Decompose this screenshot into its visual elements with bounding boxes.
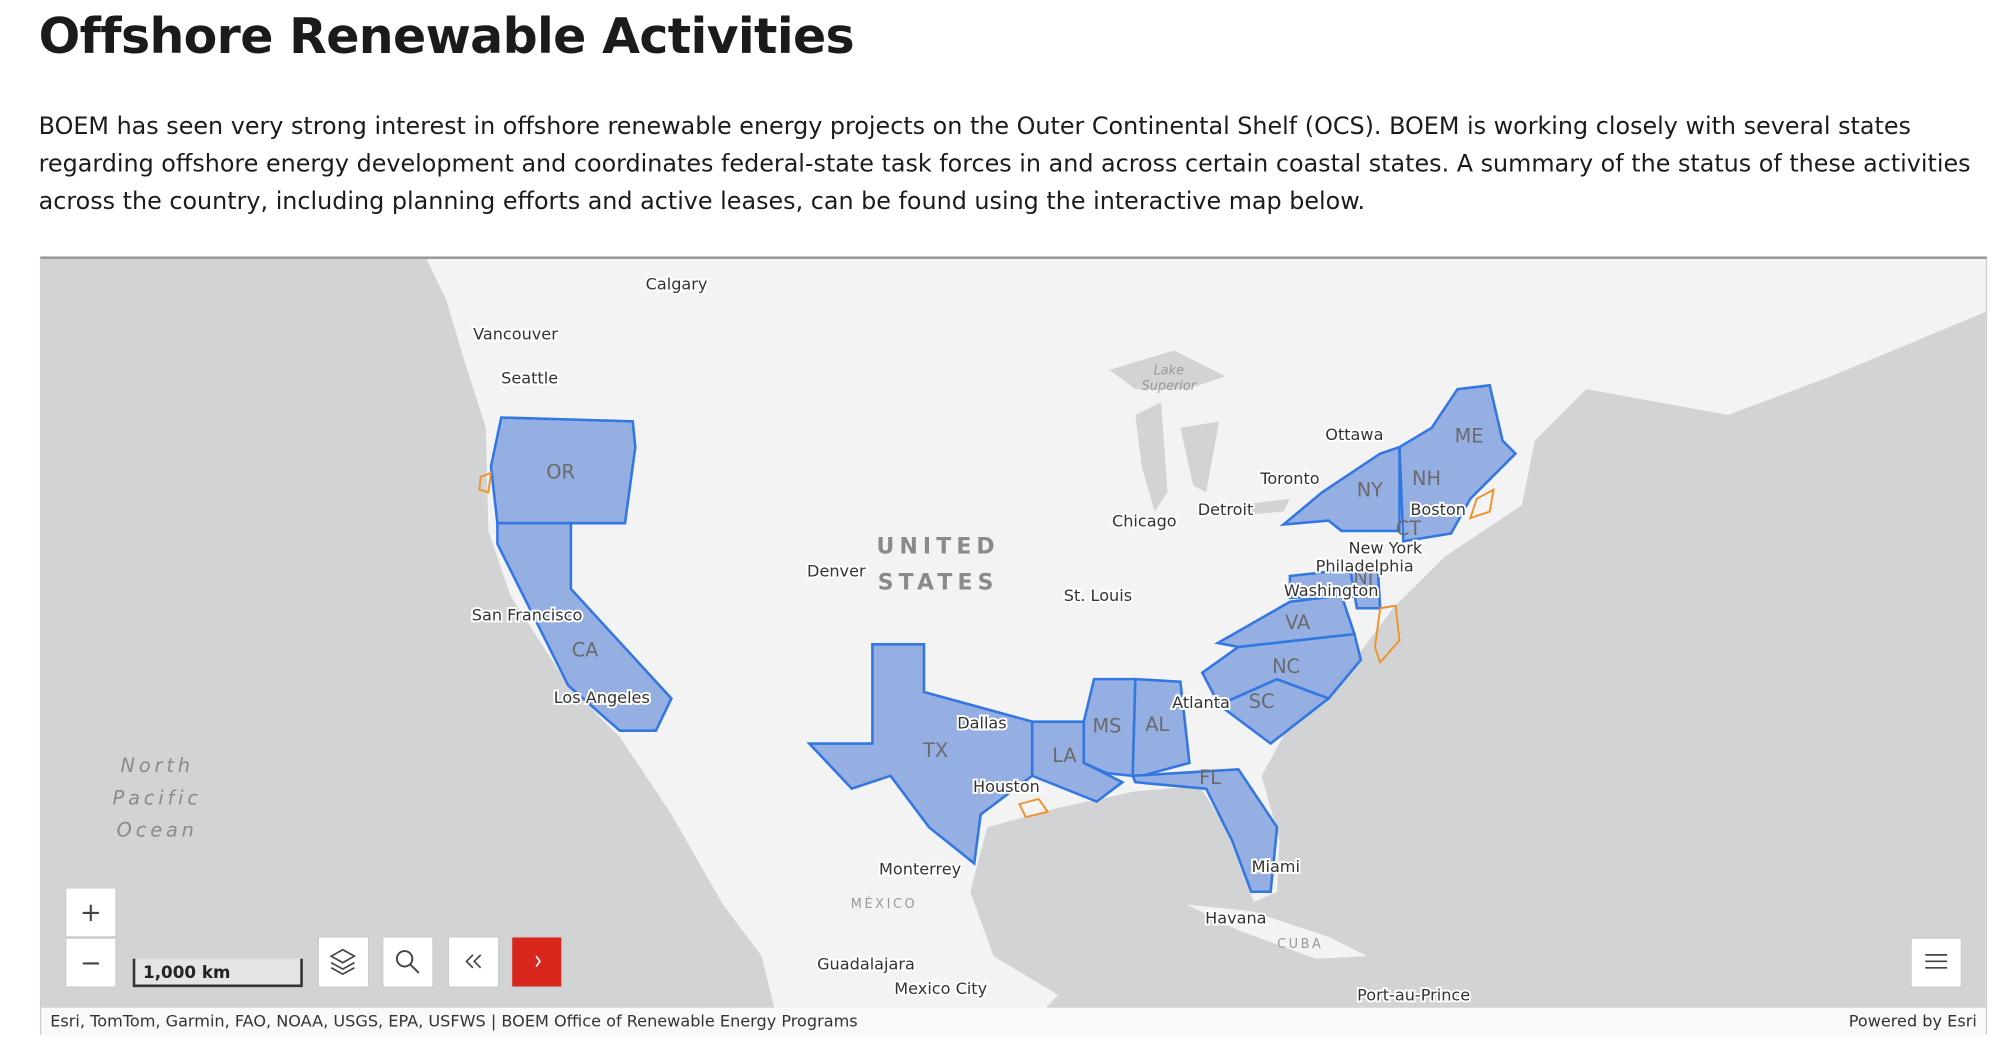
scale-bar-label: 1,000 km [143, 962, 230, 982]
state-label: OR [546, 460, 575, 483]
lease-area [478, 471, 493, 494]
state-label: LA [1052, 744, 1077, 767]
labels: OR CA TX LA MS AL FL SC NC VA NJ NY CT NH ME UNITED STAT… [113, 272, 1484, 1006]
legend-icon [1925, 954, 1948, 969]
state-label: NY [1357, 478, 1383, 501]
region-label: MÉXICO [851, 896, 917, 912]
state-shape[interactable] [1130, 767, 1279, 894]
city-label: Chicago [1112, 511, 1177, 530]
scale-bar-bg [134, 958, 302, 986]
city-label: Miami [1252, 857, 1300, 876]
city-label: Monterrey [879, 859, 962, 878]
land [1186, 904, 1368, 959]
city-label: Calgary [646, 274, 708, 293]
state-shapes [489, 383, 1518, 894]
city-label: St. Louis [1064, 586, 1132, 605]
search-icon [395, 950, 414, 968]
region-label: Lake [1154, 364, 1185, 379]
state-label: NJ [1353, 566, 1373, 589]
country-label: STATES [878, 571, 999, 596]
city-label: Mexico City [894, 979, 987, 998]
ocean-label: Ocean [117, 819, 198, 842]
zoom-out-icon[interactable]: − [80, 948, 102, 978]
lease-areas [478, 471, 1495, 819]
map-canvas[interactable]: OR CA TX LA MS AL FL SC NC VA NJ NY CT NH ME UNITED STAT… [41, 259, 1986, 1035]
zoom-in-icon[interactable]: + [80, 898, 102, 928]
legend-button[interactable] [1910, 937, 1962, 988]
ocean-label: Pacific [113, 786, 202, 809]
state-shape[interactable] [1214, 593, 1357, 649]
expand-button[interactable] [510, 936, 563, 988]
search-icon [409, 963, 420, 974]
collapse-icon [465, 954, 482, 969]
state-shape[interactable] [1131, 677, 1191, 778]
city-label: Houston [973, 777, 1040, 796]
city-label: Detroit [1198, 500, 1254, 519]
state-shape[interactable] [496, 521, 673, 732]
state-label: FL [1199, 766, 1221, 789]
state-label: ME [1455, 424, 1484, 447]
state-label: TX [922, 739, 948, 762]
scale-bar [132, 958, 303, 988]
city-label: Washington [1284, 581, 1379, 600]
city-label: Ottawa [1325, 425, 1383, 444]
city-label: San Francisco [472, 605, 583, 624]
city-label: Philadelphia [1316, 557, 1414, 576]
controls: + − 1,000 km [65, 887, 1962, 988]
city-label: New York [1348, 538, 1422, 557]
ocean-label: North [121, 754, 194, 777]
great-lakes [1109, 350, 1290, 516]
lease-area [1374, 604, 1401, 665]
powered-by[interactable]: Powered by Esri [1849, 1011, 1977, 1030]
state-label: VA [1285, 611, 1311, 634]
layers-icon [329, 948, 357, 976]
land [426, 259, 1986, 1010]
state-label: NH [1412, 467, 1441, 490]
state-shape[interactable] [489, 416, 637, 525]
state-label: NC [1272, 655, 1300, 678]
lease-area [1017, 797, 1050, 819]
map[interactable]: OR CA TX LA MS AL FL SC NC VA NJ NY CT NH ME UNITED STAT… [39, 256, 1988, 1035]
page-title: Offshore Renewable Activities [38, 7, 855, 65]
city-label: Guadalajara [817, 955, 915, 974]
city-label: Vancouver [473, 325, 558, 344]
city-label: Dallas [957, 714, 1006, 733]
collapse-button[interactable] [447, 936, 500, 988]
attribution-bar [41, 1007, 1986, 1035]
attribution: Esri, TomTom, Garmin, FAO, NOAA, USGS, E… [50, 1011, 857, 1030]
state-shape[interactable] [1398, 383, 1518, 543]
region-label: Superior [1142, 379, 1197, 394]
search-button[interactable] [382, 936, 434, 988]
state-label: CT [1396, 517, 1421, 540]
state-label: CA [572, 638, 599, 661]
city-label: Seattle [501, 368, 558, 387]
expand-icon [535, 955, 541, 967]
country-label: UNITED [877, 535, 1000, 560]
city-label: Havana [1205, 908, 1266, 927]
lease-area [1468, 487, 1495, 520]
zoom-in-button[interactable] [65, 887, 117, 938]
city-label: Port-au-Prince [1357, 986, 1470, 1005]
state-label: AL [1145, 713, 1169, 736]
state-shape[interactable] [806, 643, 1034, 866]
region-label: CUBA [1277, 937, 1323, 952]
intro-paragraph: BOEM has seen very strong interest in of… [38, 113, 1971, 216]
state-shape[interactable] [1279, 445, 1401, 533]
city-label: Denver [807, 562, 866, 581]
zoom-out-button[interactable] [65, 937, 117, 988]
city-label: Los Angeles [554, 688, 650, 707]
city-label: Toronto [1259, 469, 1319, 488]
city-label: Boston [1410, 500, 1466, 519]
state-label: MS [1092, 714, 1121, 737]
state-label: SC [1249, 690, 1275, 713]
city-label: Atlanta [1172, 693, 1230, 712]
